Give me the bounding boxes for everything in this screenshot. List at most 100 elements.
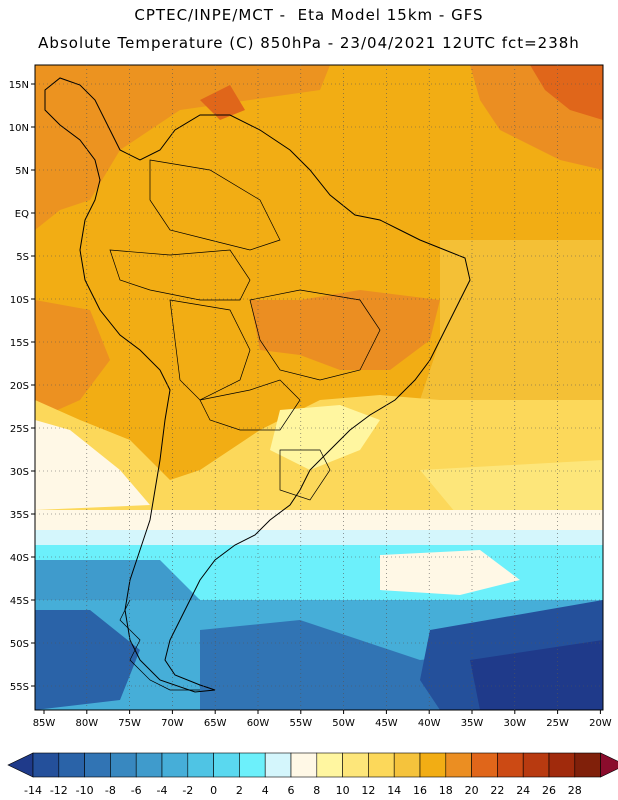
map-frame bbox=[34, 64, 604, 711]
warm-region-pacific bbox=[35, 300, 110, 420]
mild-region-east bbox=[420, 240, 603, 410]
cool-region-uruguay bbox=[270, 405, 380, 470]
colorbar-swatch bbox=[187, 752, 214, 778]
hot-region-venezuela bbox=[200, 85, 245, 120]
south-america-coast bbox=[44, 77, 471, 693]
warm-tongue-atlantic bbox=[380, 550, 520, 595]
lat-label: 25S bbox=[10, 424, 29, 435]
lon-label: 80W bbox=[75, 718, 98, 729]
colorbar-label: 4 bbox=[262, 784, 269, 797]
colorbar-label: 18 bbox=[439, 784, 453, 797]
lon-label: 65W bbox=[204, 718, 227, 729]
colorbar-arrow-high bbox=[600, 752, 618, 778]
colorbar-label: 12 bbox=[361, 784, 375, 797]
colorbar-swatch bbox=[110, 752, 137, 778]
colorbar-label: 28 bbox=[568, 784, 582, 797]
colorbar-label: 16 bbox=[413, 784, 427, 797]
border-bolivia bbox=[169, 299, 251, 401]
colorbar-label: 14 bbox=[387, 784, 401, 797]
lon-label: 45W bbox=[375, 718, 398, 729]
colorbar-swatch bbox=[419, 752, 447, 778]
lat-label: 50S bbox=[10, 639, 29, 650]
colorbar-swatch bbox=[239, 752, 266, 778]
lon-label: 85W bbox=[33, 718, 56, 729]
colorbar-label: 6 bbox=[288, 784, 295, 797]
colorbar-label: 24 bbox=[516, 784, 530, 797]
lat-label: 20S bbox=[10, 381, 29, 392]
colorbar-swatch bbox=[548, 752, 576, 778]
colorbar-swatch bbox=[58, 752, 85, 778]
colorbar-label: -6 bbox=[131, 784, 142, 797]
border-colombia bbox=[149, 159, 281, 251]
lat-label: 30S bbox=[10, 467, 29, 478]
lat-label: EQ bbox=[15, 209, 29, 220]
colorbar-label: -8 bbox=[105, 784, 116, 797]
colorbar-swatch bbox=[161, 752, 189, 778]
colorbar-label: 10 bbox=[336, 784, 350, 797]
lon-label: 25W bbox=[546, 718, 569, 729]
latitude-labels: 15N 10N 5N EQ 5S 10S 15S 20S 25S 30S 35S 40S 45S 50S 5… bbox=[9, 80, 35, 693]
colorbar-swatch bbox=[368, 752, 395, 778]
colorbar-swatch bbox=[32, 752, 60, 778]
colorbar bbox=[7, 752, 618, 778]
lon-label: 20W bbox=[589, 718, 612, 729]
lon-label: 35W bbox=[461, 718, 484, 729]
colorbar-label: 8 bbox=[313, 784, 320, 797]
colorbar-swatch bbox=[135, 752, 163, 778]
temperature-field bbox=[35, 65, 603, 710]
colorbar-label: -14 bbox=[24, 784, 42, 797]
colorbar-swatch bbox=[213, 752, 240, 778]
longitude-labels: 85W 80W 75W 70W 65W 60W 55W 50W 45W 40W 35W 30W 25W 2… bbox=[33, 710, 612, 729]
colorbar-swatch bbox=[342, 752, 369, 778]
colorbar-swatch bbox=[522, 752, 550, 778]
lon-label: 75W bbox=[118, 718, 141, 729]
border-uruguay bbox=[279, 449, 331, 501]
lat-label: 15S bbox=[10, 338, 29, 349]
colorbar-label: 22 bbox=[490, 784, 504, 797]
cold-core-west bbox=[35, 610, 140, 710]
lon-label: 50W bbox=[332, 718, 355, 729]
lon-label: 70W bbox=[161, 718, 184, 729]
cool-region-chile bbox=[35, 420, 150, 510]
lon-label: 30W bbox=[503, 718, 526, 729]
lon-label: 60W bbox=[247, 718, 270, 729]
colorbar-swatch bbox=[497, 752, 524, 778]
lat-label: 5S bbox=[16, 252, 29, 263]
lat-label: 35S bbox=[10, 510, 29, 521]
colorbar-swatch bbox=[316, 752, 343, 778]
colorbar-swatch bbox=[445, 752, 472, 778]
colorbar-label: -4 bbox=[157, 784, 168, 797]
colorbar-swatch bbox=[393, 752, 421, 778]
lat-label: 55S bbox=[10, 682, 29, 693]
lat-label: 15N bbox=[9, 80, 29, 91]
lat-label: 45S bbox=[10, 596, 29, 607]
colorbar-label: -12 bbox=[50, 784, 68, 797]
colorbar-swatch bbox=[264, 752, 292, 778]
colorbar-label: -10 bbox=[76, 784, 94, 797]
coldest-core bbox=[470, 640, 603, 710]
lat-label: 10N bbox=[9, 123, 29, 134]
patagonia-islands bbox=[119, 599, 200, 691]
warm-region-north bbox=[35, 65, 330, 230]
map-subtitle: Absolute Temperature (C) 850hPa - 23/04/… bbox=[38, 34, 580, 52]
colorbar-label: 26 bbox=[542, 784, 556, 797]
colorbar-label: 0 bbox=[210, 784, 217, 797]
border-peru-brazil bbox=[109, 249, 251, 301]
lat-label: 40S bbox=[10, 553, 29, 564]
coastlines bbox=[44, 77, 471, 693]
colorbar-arrow-low bbox=[7, 752, 34, 778]
colorbar-swatch bbox=[574, 752, 601, 778]
map-title: CPTEC/INPE/MCT - Eta Model 15km - GFS bbox=[134, 6, 484, 24]
colorbar-swatch bbox=[471, 752, 498, 778]
lon-label: 55W bbox=[289, 718, 312, 729]
border-brazil-states bbox=[249, 289, 381, 381]
colorbar-label: 20 bbox=[465, 784, 479, 797]
lat-label: 10S bbox=[10, 295, 29, 306]
lat-label: 5N bbox=[15, 166, 29, 177]
colorbar-swatch bbox=[290, 752, 318, 778]
colorbar-swatch bbox=[84, 752, 111, 778]
warm-region-brazil bbox=[250, 290, 440, 370]
graticule bbox=[35, 65, 603, 710]
colorbar-labels: -14 -12 -10 -8 -6 -4 -2 0 2 4 6 8 10 12 14 16 18 20 22 24 26… bbox=[24, 784, 582, 797]
